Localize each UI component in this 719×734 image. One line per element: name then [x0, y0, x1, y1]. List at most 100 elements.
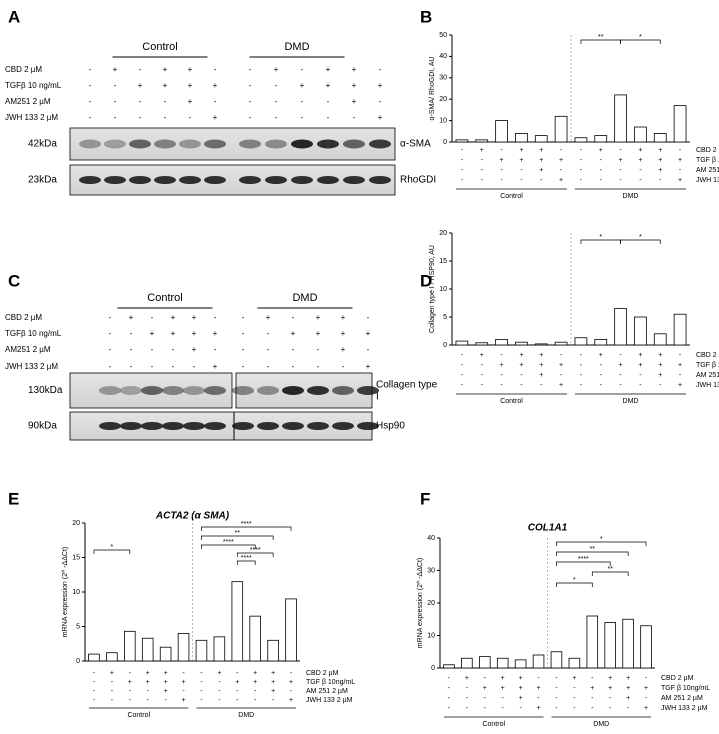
sig-bracket: [201, 526, 292, 531]
group-label: DMD: [292, 292, 317, 304]
y-tick-label: 20: [427, 600, 435, 607]
y-tick-label: 10: [439, 117, 447, 124]
band: [282, 422, 304, 430]
sig-bracket: [201, 544, 256, 549]
sig-label: **: [590, 546, 596, 553]
sign: -: [500, 382, 503, 389]
band: [369, 139, 391, 149]
bar: [443, 664, 455, 669]
sign: -: [218, 697, 221, 704]
y-tick-label: 0: [443, 139, 447, 146]
sign: -: [242, 345, 245, 354]
band: [183, 386, 205, 395]
band: [343, 139, 365, 149]
bar: [640, 625, 652, 669]
sign: +: [678, 382, 682, 389]
sign: -: [461, 157, 464, 164]
sign: +: [536, 685, 540, 692]
sign: -: [111, 679, 114, 686]
band: [141, 386, 163, 395]
sign: -: [500, 352, 503, 359]
bar: [515, 133, 528, 143]
sign: -: [659, 382, 662, 389]
sign: -: [89, 113, 92, 122]
sign: +: [658, 372, 662, 379]
y-tick-label: 0: [76, 658, 80, 665]
sign: -: [500, 372, 503, 379]
sig-bracket: [236, 560, 256, 565]
sign: +: [341, 313, 346, 322]
band: [232, 386, 254, 395]
sign: +: [274, 65, 279, 74]
band: [204, 176, 226, 184]
sign: +: [658, 352, 662, 359]
sign: -: [461, 362, 464, 369]
sign: -: [129, 697, 132, 704]
band: [129, 176, 151, 184]
bar: [195, 639, 208, 662]
sign: +: [188, 65, 193, 74]
bar: [614, 94, 627, 143]
bar: [285, 598, 297, 662]
sign: -: [619, 382, 622, 389]
sign: +: [519, 362, 523, 369]
sig-label: ****: [241, 521, 252, 528]
sign: +: [352, 65, 357, 74]
group-label: Control: [147, 292, 182, 304]
sign: +: [192, 329, 197, 338]
bar: [586, 615, 599, 669]
sign: +: [644, 705, 648, 712]
sign: -: [290, 688, 293, 695]
sign: -: [200, 679, 203, 686]
sign: -: [466, 705, 469, 712]
sign: -: [242, 313, 245, 322]
sign: -: [236, 688, 239, 695]
sign: -: [236, 670, 239, 677]
group-label: DMD: [623, 398, 639, 405]
row-label: AM 251 2 µM: [696, 372, 719, 379]
sign: -: [679, 352, 682, 359]
sign: -: [367, 345, 370, 354]
sig-bracket: [620, 39, 661, 44]
sign: +: [164, 670, 168, 677]
sign: +: [138, 81, 143, 90]
sign: +: [559, 177, 563, 184]
sign: +: [110, 670, 114, 677]
bar: [461, 657, 473, 669]
sign: -: [317, 362, 320, 371]
sign: -: [249, 81, 252, 90]
sign: -: [619, 177, 622, 184]
sign: -: [301, 113, 304, 122]
band: [307, 386, 329, 395]
sig-label: **: [607, 566, 613, 573]
row-label: JWH 133 2 µM: [696, 382, 719, 389]
sign: -: [182, 688, 185, 695]
bar: [106, 652, 118, 662]
bar: [475, 139, 489, 143]
sign: -: [461, 372, 464, 379]
sign: +: [539, 147, 543, 154]
sig-bracket: [556, 561, 611, 566]
bar: [231, 581, 244, 662]
sign: -: [114, 97, 117, 106]
sign: +: [171, 329, 176, 338]
panel-letter: A: [8, 7, 20, 26]
sign: -: [461, 147, 464, 154]
row-label: JWH 133 2 µM: [661, 705, 708, 712]
sig-label: *: [599, 234, 602, 241]
sign: +: [271, 688, 275, 695]
band: [154, 176, 176, 184]
sign: +: [352, 81, 357, 90]
y-axis-label: α-SMA/ RhoGDI, AU: [429, 57, 436, 121]
sign: +: [326, 81, 331, 90]
sign: +: [626, 695, 630, 702]
row-label: JWH 133 2 µM: [5, 113, 58, 122]
sign: +: [164, 679, 168, 686]
y-tick-label: 10: [439, 286, 447, 293]
sign: -: [537, 675, 540, 682]
sign: +: [559, 382, 563, 389]
band: [317, 176, 339, 184]
sign: +: [146, 670, 150, 677]
sign: -: [379, 65, 382, 74]
bar: [554, 115, 568, 143]
